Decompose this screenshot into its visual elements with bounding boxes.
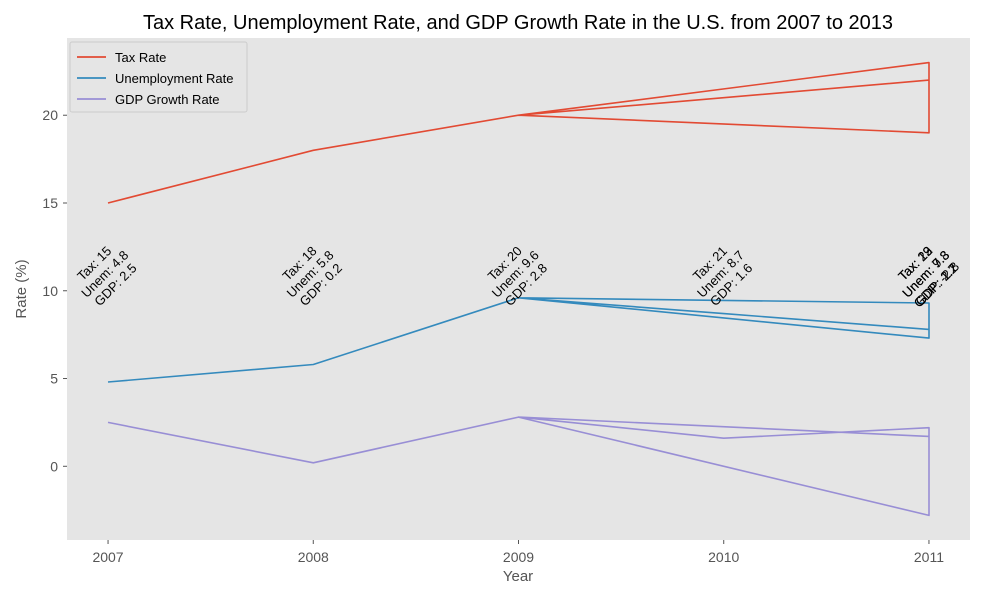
x-tick-label: 2008 <box>298 549 329 565</box>
y-tick-label: 20 <box>42 107 58 123</box>
legend: Tax Rate Unemployment Rate GDP Growth Rate <box>69 41 248 113</box>
x-axis: 2007 2008 2009 2010 2011 <box>92 540 944 565</box>
legend-box <box>69 41 248 113</box>
x-axis-label: Year <box>503 568 533 585</box>
legend-label-1: Unemployment Rate <box>115 71 234 86</box>
x-tick-label: 2007 <box>92 549 123 565</box>
chart-title: Tax Rate, Unemployment Rate, and GDP Gro… <box>143 12 893 34</box>
series-line-1 <box>107 296 930 383</box>
x-tick-label: 2011 <box>914 549 944 565</box>
x-tick-label: 2009 <box>503 549 534 565</box>
y-axis-label: Rate (%) <box>13 259 30 318</box>
legend-label-2: GDP Growth Rate <box>115 92 220 107</box>
y-axis: 0 5 10 15 20 <box>42 107 67 474</box>
legend-label-0: Tax Rate <box>115 50 166 65</box>
y-tick-label: 10 <box>42 283 58 299</box>
y-tick-label: 15 <box>42 195 58 211</box>
y-tick-label: 0 <box>50 458 58 474</box>
plot-area <box>67 38 970 540</box>
x-tick-label: 2010 <box>708 549 739 565</box>
series-line-0 <box>107 61 930 204</box>
y-tick-label: 5 <box>50 371 58 387</box>
series-line-2 <box>107 416 930 517</box>
series-layer <box>107 61 930 517</box>
